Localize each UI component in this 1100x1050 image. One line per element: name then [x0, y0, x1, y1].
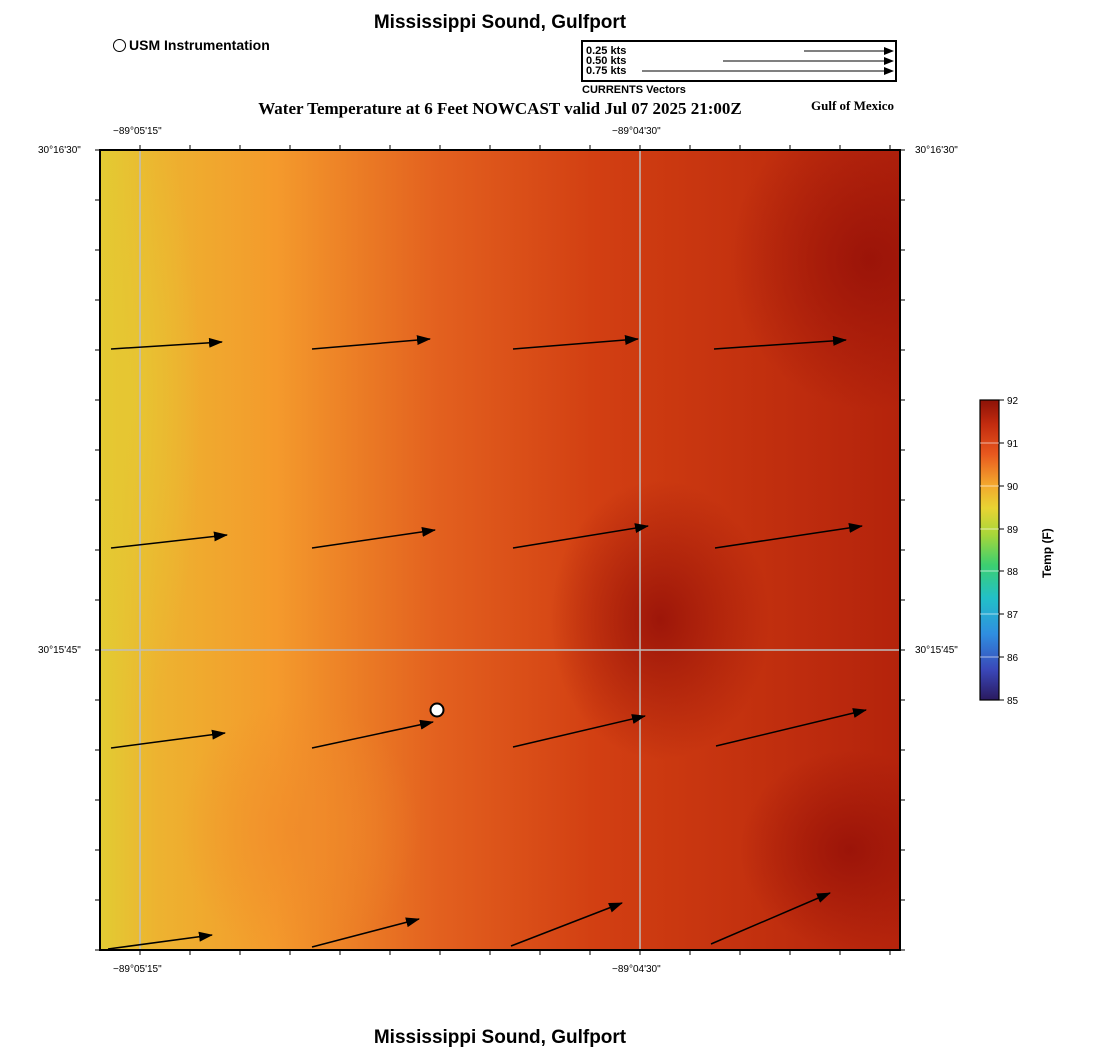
current-vector: [311, 526, 436, 549]
vector-scale-arrows: [642, 47, 894, 75]
map-title-bottom: Mississippi Sound, Gulfport: [373, 1027, 627, 1048]
current-vector: [311, 335, 431, 350]
current-vector: [110, 337, 223, 350]
current-vector: [512, 714, 646, 748]
lon-label-bottom-left: −89°05'15": [113, 964, 162, 975]
colorbar-tick-label: 87: [1007, 610, 1019, 621]
station-legend: USM Instrumentation: [113, 37, 270, 53]
current-vector: [713, 335, 847, 350]
lat-label-right-mid: 30°15'45": [915, 645, 958, 656]
current-vector: [311, 917, 420, 948]
map-subtitle: Water Temperature at 6 Feet NOWCAST vali…: [258, 99, 742, 118]
graticule: [100, 150, 900, 950]
region-label: Gulf of Mexico: [811, 98, 895, 113]
current-vector: [715, 708, 867, 747]
colorbar-tick-label: 90: [1007, 482, 1019, 493]
colorbar-tick-label: 91: [1007, 439, 1019, 450]
vector-scale-label-050: 0.50 kts: [586, 55, 627, 67]
vector-legend-caption: CURRENTS Vectors: [582, 84, 686, 96]
usm-station-marker[interactable]: [429, 702, 445, 718]
lon-label-bottom-right: −89°04'30": [612, 964, 661, 975]
current-vector: [512, 523, 649, 549]
colorbar-tick-label: 88: [1007, 567, 1019, 578]
lat-label-left-mid: 30°15'45": [38, 645, 81, 656]
current-vector: [512, 335, 639, 350]
colorbar-title: Temp (F): [1040, 528, 1054, 578]
current-vector: [710, 892, 831, 945]
temperature-colorbar: 92 91 90 89 88 87 86 85: [979, 396, 1019, 707]
vector-scale-label-025: 0.25 kts: [586, 45, 627, 57]
lat-label-left-top: 30°16'30": [38, 145, 81, 156]
station-marker-icon: [113, 38, 126, 52]
current-vector: [107, 931, 213, 950]
current-vector: [110, 729, 226, 749]
colorbar-tick-label: 92: [1007, 396, 1019, 407]
vector-scale-label-075: 0.75 kts: [586, 65, 627, 77]
colorbar-tick-label: 86: [1007, 653, 1019, 664]
current-vector-legend: 0.25 kts 0.50 kts 0.75 kts: [581, 40, 897, 82]
current-vector: [110, 531, 228, 549]
frame-ticks: [95, 145, 905, 955]
lon-label-top-left: −89°05'15": [113, 126, 162, 137]
colorbar-gradient: [979, 399, 1000, 701]
lon-label-top-right: −89°04'30": [612, 126, 661, 137]
colorbar-tick-label: 89: [1007, 525, 1019, 536]
colorbar-tick-label: 85: [1007, 696, 1019, 707]
station-legend-label: USM Instrumentation: [129, 37, 270, 53]
map-title-top: Mississippi Sound, Gulfport: [373, 12, 627, 33]
current-vector: [311, 719, 434, 749]
lat-label-right-top: 30°16'30": [915, 145, 958, 156]
current-vector: [510, 902, 623, 947]
current-vectors: [107, 335, 867, 950]
current-vector: [714, 522, 863, 549]
